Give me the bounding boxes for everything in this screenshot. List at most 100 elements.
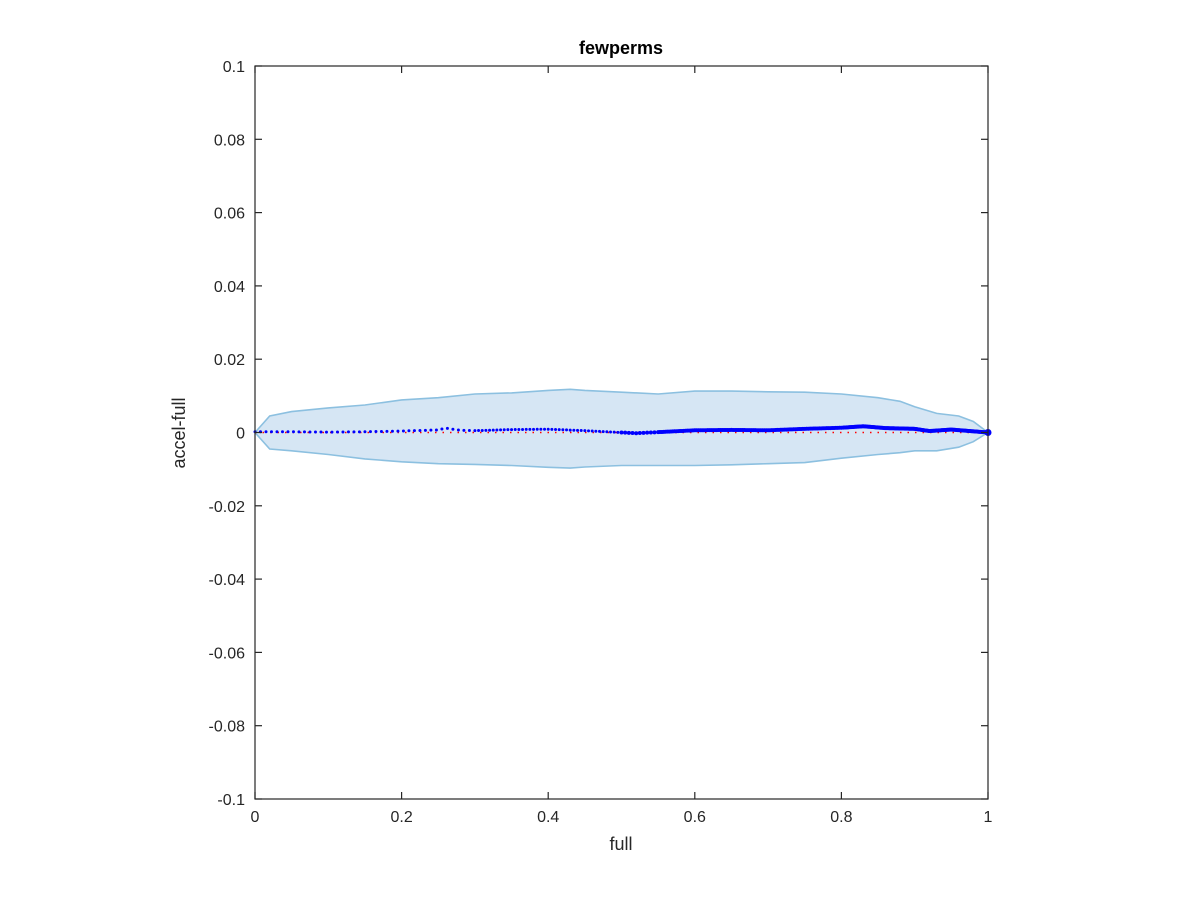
mean-point — [554, 427, 558, 431]
mean-point — [407, 429, 411, 433]
mean-point — [506, 428, 510, 432]
mean-point — [590, 429, 594, 433]
mean-point — [576, 428, 580, 432]
mean-point — [308, 430, 312, 434]
mean-point — [357, 430, 361, 434]
mean-point — [543, 427, 547, 431]
mean-point — [652, 430, 657, 435]
mean-point — [434, 428, 438, 432]
mean-point — [510, 428, 514, 432]
mean-point — [561, 428, 565, 432]
mean-point — [480, 428, 484, 432]
mean-point — [648, 430, 653, 435]
mean-point — [264, 430, 268, 434]
mean-point — [616, 430, 620, 434]
mean-point — [379, 429, 383, 433]
mean-series — [253, 424, 992, 436]
mean-point — [302, 430, 306, 434]
mean-point — [513, 428, 517, 432]
x-tick-label: 0.6 — [684, 809, 706, 826]
mean-point — [291, 430, 295, 434]
mean-point — [335, 430, 339, 434]
mean-point — [390, 429, 394, 433]
mean-point — [467, 429, 471, 433]
mean-point — [401, 429, 405, 433]
mean-point — [324, 430, 328, 434]
mean-point — [412, 429, 416, 433]
chart-title: fewperms — [579, 38, 663, 58]
y-tick-label: -0.1 — [217, 792, 245, 809]
mean-point — [598, 429, 602, 433]
mean-point — [346, 430, 350, 434]
mean-point — [521, 427, 525, 431]
mean-point — [524, 427, 528, 431]
mean-point — [535, 427, 539, 431]
mean-point — [477, 429, 481, 433]
mean-point — [583, 429, 587, 433]
mean-point — [363, 430, 367, 434]
mean-point — [275, 430, 279, 434]
mean-point — [517, 427, 521, 431]
mean-point — [623, 430, 628, 435]
y-axis-label: accel-full — [169, 397, 189, 468]
mean-point — [418, 428, 422, 432]
mean-point — [565, 428, 569, 432]
mean-point — [473, 429, 477, 433]
mean-point — [269, 430, 273, 434]
mean-point — [491, 428, 495, 432]
mean-point — [641, 430, 646, 435]
y-tick-label: -0.06 — [209, 645, 246, 662]
x-tick-label: 0 — [251, 809, 260, 826]
mean-point — [319, 430, 323, 434]
mean-point — [645, 430, 650, 435]
x-tick-label: 0.8 — [830, 809, 852, 826]
mean-point — [286, 430, 290, 434]
mean-point — [313, 430, 317, 434]
mean-point — [502, 428, 506, 432]
mean-point — [352, 430, 356, 434]
mean-point — [385, 429, 389, 433]
x-axis-label: full — [609, 834, 632, 854]
mean-point — [396, 429, 400, 433]
mean-point — [456, 428, 460, 432]
mean-point — [637, 431, 642, 436]
mean-point — [488, 428, 492, 432]
mean-point — [297, 430, 301, 434]
mean-point — [368, 430, 372, 434]
x-tick-label: 0.2 — [390, 809, 412, 826]
mean-point — [423, 428, 427, 432]
mean-point — [445, 426, 449, 430]
y-tick-label: -0.04 — [209, 572, 246, 589]
mean-point — [612, 430, 616, 434]
y-tick-label: 0.06 — [214, 206, 245, 223]
y-axis: -0.1 -0.08 -0.06 -0.04 -0.02 0 0.02 0.04 0.06 0.0… — [209, 59, 988, 809]
mean-point — [341, 430, 345, 434]
mean-point — [630, 431, 635, 436]
mean-point — [330, 430, 334, 434]
mean-point — [374, 430, 378, 434]
mean-point — [499, 428, 503, 432]
y-tick-label: -0.02 — [209, 499, 246, 516]
x-axis: 0 0.2 0.4 0.6 0.8 1 — [251, 66, 993, 826]
mean-point — [572, 428, 576, 432]
mean-point — [280, 430, 284, 434]
mean-point — [429, 428, 433, 432]
mean-point — [539, 427, 543, 431]
y-tick-label: 0.08 — [214, 132, 245, 149]
mean-point — [451, 427, 455, 431]
y-tick-label: 0.04 — [214, 279, 245, 296]
mean-point — [462, 428, 466, 432]
mean-point — [579, 429, 583, 433]
mean-point — [557, 428, 561, 432]
y-tick-label: 0 — [236, 426, 245, 443]
plot-area — [253, 388, 992, 469]
mean-point — [440, 427, 444, 431]
y-tick-label: 0.02 — [214, 352, 245, 369]
y-tick-label: -0.08 — [209, 719, 246, 736]
mean-point — [495, 428, 499, 432]
mean-point — [550, 427, 554, 431]
mean-point — [609, 430, 613, 434]
x-tick-label: 1 — [984, 809, 993, 826]
mean-point — [601, 430, 605, 434]
